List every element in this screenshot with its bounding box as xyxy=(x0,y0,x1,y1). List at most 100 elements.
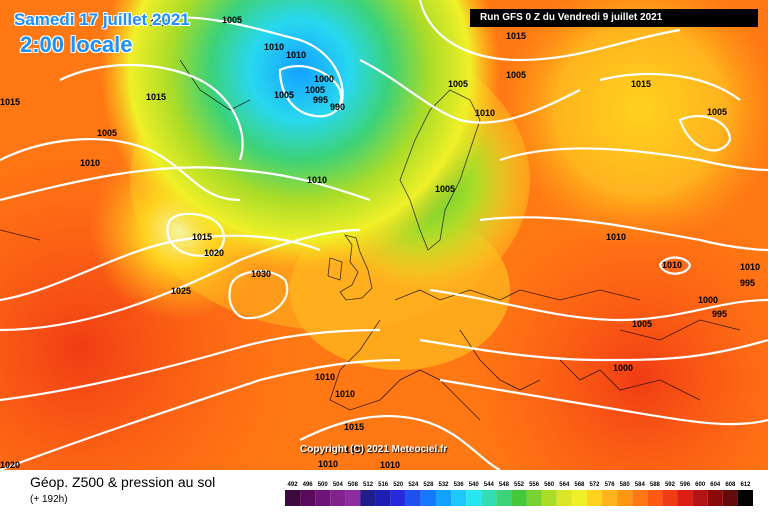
isobar-label: 1005 xyxy=(150,18,170,28)
legend-swatch xyxy=(602,490,618,506)
legend-value: 600 xyxy=(695,482,706,488)
isobar-label: 1000 xyxy=(613,363,633,373)
legend-value: 512 xyxy=(363,482,374,488)
legend-swatch xyxy=(632,490,648,506)
legend-value: 508 xyxy=(348,482,359,488)
legend-swatch xyxy=(692,490,708,506)
isobar-label: 1010 xyxy=(475,108,495,118)
isobar-label: 1010 xyxy=(380,460,400,470)
legend-value: 520 xyxy=(393,482,404,488)
legend-swatch xyxy=(435,490,452,506)
isobar-label: 1010 xyxy=(606,232,626,242)
legend-swatch xyxy=(375,490,391,506)
legend-swatch xyxy=(330,490,346,506)
legend-value: 612 xyxy=(740,482,751,488)
legend-swatch xyxy=(647,490,663,506)
legend-swatch xyxy=(345,490,361,506)
legend-value: 596 xyxy=(680,482,691,488)
isobar-label: 1015 xyxy=(631,79,651,89)
legend-value: 532 xyxy=(439,482,450,488)
legend-swatch xyxy=(571,490,587,506)
legend-value: 604 xyxy=(710,482,721,488)
isobar-label: 1010 xyxy=(264,42,284,52)
legend-value: 544 xyxy=(484,482,495,488)
isobar-label: 1025 xyxy=(171,286,191,296)
legend-swatch xyxy=(466,490,482,506)
isobar-label: 1020 xyxy=(204,248,224,258)
legend-value: 524 xyxy=(408,482,419,488)
map-title: Géop. Z500 & pression au sol xyxy=(30,474,216,490)
legend-value: 552 xyxy=(514,482,525,488)
legend-value: 564 xyxy=(559,482,570,488)
legend-value: 540 xyxy=(469,482,480,488)
legend-value: 580 xyxy=(620,482,631,488)
isobar-label: 1005 xyxy=(305,85,325,95)
isobar-label: 1005 xyxy=(222,15,242,25)
isobar-label: 1005 xyxy=(632,319,652,329)
isobar-label: 1005 xyxy=(506,70,526,80)
forecast-offset: (+ 192h) xyxy=(30,494,68,505)
legend-swatch xyxy=(405,490,421,506)
legend-value: 548 xyxy=(499,482,510,488)
legend-value: 568 xyxy=(574,482,585,488)
isobar-label: 1015 xyxy=(0,97,20,107)
isobar-label: 1005 xyxy=(274,90,294,100)
legend-swatch xyxy=(526,490,542,506)
isobar-label: 1010 xyxy=(286,50,306,60)
isobar-label: 1015 xyxy=(506,31,526,41)
legend-swatch xyxy=(420,490,436,506)
legend-value: 516 xyxy=(378,482,389,488)
legend-swatch xyxy=(662,490,678,506)
isobar-label: 1015 xyxy=(146,92,166,102)
isobar-label: 1000 xyxy=(314,74,334,84)
legend-value: 536 xyxy=(454,482,465,488)
legend-swatch xyxy=(707,490,723,506)
forecast-date: Samedi 17 juillet 2021 xyxy=(14,10,190,29)
copyright: Copyright (C) 2021 Meteociel.fr xyxy=(300,444,448,455)
legend-value: 592 xyxy=(665,482,676,488)
legend-swatch xyxy=(722,490,738,506)
isobar-lines xyxy=(0,0,768,470)
isobar-label: 1005 xyxy=(448,79,468,89)
isobar-label: 1010 xyxy=(307,175,327,185)
legend-swatch xyxy=(285,490,301,506)
isobar-label: 1010 xyxy=(740,262,760,272)
legend-swatch xyxy=(390,490,406,506)
isobar-label: 1000 xyxy=(698,295,718,305)
legend-swatch xyxy=(451,490,467,506)
legend-swatch xyxy=(556,490,572,506)
legend-swatch xyxy=(677,490,693,506)
isobar-label: 1010 xyxy=(318,459,338,469)
legend-value: 572 xyxy=(589,482,600,488)
legend-value: 576 xyxy=(605,482,616,488)
legend-swatch xyxy=(315,490,331,506)
legend-swatch xyxy=(511,490,527,506)
isobar-label: 1005 xyxy=(707,107,727,117)
legend-swatch xyxy=(737,490,753,506)
legend-value: 492 xyxy=(288,482,299,488)
legend-value: 528 xyxy=(423,482,434,488)
isobar-label: 995 xyxy=(313,95,328,105)
isobar-label: 995 xyxy=(712,309,727,319)
isobar-label: 990 xyxy=(330,102,345,112)
isobar-label: 1015 xyxy=(344,422,364,432)
legend-value: 500 xyxy=(318,482,329,488)
legend-value: 584 xyxy=(635,482,646,488)
legend-value: 496 xyxy=(303,482,314,488)
isobar-label: 1010 xyxy=(345,445,365,455)
isobar-label: 1005 xyxy=(97,128,117,138)
weather-map: 1005101010101005100010059959901005101510… xyxy=(0,0,768,470)
isobar-label: 1020 xyxy=(0,460,20,470)
isobar-label: 1010 xyxy=(662,260,682,270)
legend-swatch xyxy=(300,490,316,506)
legend-swatch xyxy=(360,490,376,506)
forecast-time: 2:00 locale xyxy=(20,32,133,57)
legend-value: 588 xyxy=(650,482,661,488)
isobar-label: 1010 xyxy=(315,372,335,382)
legend-value: 608 xyxy=(725,482,736,488)
isobar-label: 1030 xyxy=(251,269,271,279)
legend-swatch xyxy=(481,490,497,506)
isobar-label: 995 xyxy=(740,278,755,288)
legend-swatch xyxy=(586,490,603,506)
isobar-label: 1015 xyxy=(192,232,212,242)
